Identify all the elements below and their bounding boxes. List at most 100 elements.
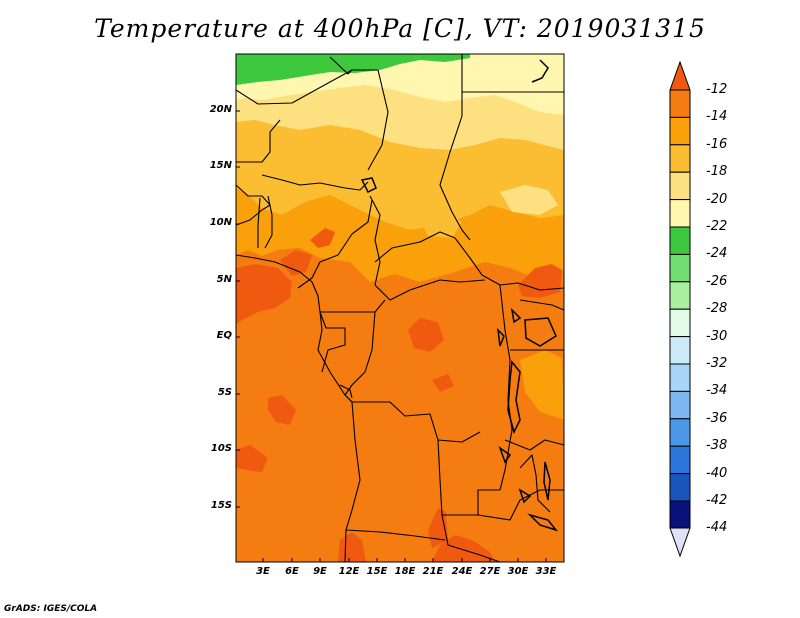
colorbar-label: -12 — [706, 82, 728, 97]
border-coastline-west — [235, 254, 361, 563]
nile-wetland — [531, 59, 549, 83]
border-car-sudan — [454, 237, 501, 286]
lake-mweru — [518, 488, 532, 504]
colorbar-segment — [669, 363, 691, 392]
field-patch-minus12-cameroon — [310, 228, 335, 248]
colorbar — [669, 60, 691, 558]
lake-kariba — [527, 513, 559, 532]
lake-tanganyika — [507, 360, 521, 435]
colorbar-label: -32 — [706, 356, 728, 371]
border-car-drc — [374, 279, 486, 301]
border-gabon — [319, 311, 346, 373]
field-patch-minus20-sudan — [500, 185, 558, 215]
colorbar-segment — [669, 473, 691, 502]
map-title: Temperature at 400hPa [C], VT: 201903131… — [94, 14, 706, 43]
lake-chad — [360, 177, 377, 194]
border-angola-namibia — [345, 529, 446, 541]
field-patch-minus12-coast — [236, 445, 268, 472]
border-algeria-niger — [235, 69, 378, 105]
border-libya-niger — [329, 56, 353, 75]
colorbar-label: -24 — [706, 246, 728, 261]
border-angola-drc — [352, 401, 481, 443]
border-congo-drc — [344, 311, 376, 396]
colorbar-segment — [669, 500, 691, 529]
colorbar-segment — [669, 418, 691, 447]
lon-label-12e: 12E — [338, 566, 360, 577]
lat-label-10s: 10S — [210, 443, 232, 454]
colorbar-segment — [669, 308, 691, 338]
colorbar-segment — [669, 226, 691, 255]
colorbar-label: -34 — [706, 383, 728, 398]
colorbar-segment — [669, 253, 691, 283]
colorbar-label: -14 — [706, 109, 728, 124]
border-mali-niger — [236, 119, 281, 163]
lon-label-15e: 15E — [366, 566, 388, 577]
axis-ticks — [236, 110, 547, 562]
colorbar-bottom-arrow — [669, 527, 691, 558]
colorbar-label: -44 — [706, 520, 728, 535]
lon-label-9e: 9E — [313, 566, 327, 577]
border-nigeria-cameroon — [297, 199, 373, 289]
colorbar-segment — [669, 116, 691, 146]
lakes — [360, 59, 559, 532]
colorbar-label: -20 — [706, 192, 728, 207]
colorbar-segment — [669, 390, 691, 420]
field-patch-minus16-east — [520, 350, 564, 420]
colorbar-segment — [669, 445, 691, 475]
border-benin-nigeria — [264, 195, 273, 249]
border-cameroon-chad — [369, 195, 381, 286]
colorbar-label: -16 — [706, 137, 728, 152]
colorbar-label: -28 — [706, 301, 728, 316]
border-cabinda — [339, 384, 353, 399]
border-tanzania-zambia — [504, 439, 565, 451]
lon-label-6e: 6E — [285, 566, 299, 577]
lon-label-30e: 30E — [507, 566, 529, 577]
lat-label-5s: 5S — [217, 387, 232, 398]
lat-label-20n: 20N — [209, 104, 232, 115]
country-borders — [235, 54, 565, 563]
colorbar-label: -40 — [706, 466, 728, 481]
colorbar-segment — [669, 281, 691, 310]
field-patch-minus12-kasai — [432, 374, 454, 392]
lake-bangweulu — [498, 446, 512, 464]
lon-label-27e: 27E — [479, 566, 501, 577]
lat-label-15n: 15N — [209, 160, 232, 171]
border-togo-benin — [257, 197, 261, 248]
border-zambia-zimbabwe — [477, 489, 564, 521]
lon-label-3e: 3E — [256, 566, 270, 577]
border-drc-mouth — [344, 394, 353, 403]
lake-victoria — [524, 317, 557, 347]
border-uganda-kenya — [519, 299, 565, 311]
border-car-chad — [374, 231, 456, 263]
grads-credit: GrADS: IGES/COLA — [4, 604, 98, 614]
field-patch-minus18-tchad — [420, 212, 462, 238]
field-patch-minus12-west — [236, 264, 292, 325]
lake-albert — [510, 307, 522, 324]
lake-kivu — [496, 327, 505, 347]
field-patch-minus12-offshore — [268, 395, 296, 425]
colorbar-label: -26 — [706, 274, 728, 289]
colorbar-label: -22 — [706, 219, 728, 234]
colorbar-segment — [669, 199, 691, 228]
colorbar-segment — [669, 89, 691, 118]
lat-label-15s: 15S — [210, 500, 232, 511]
colorbar-label: -30 — [706, 329, 728, 344]
colorbar-label: -42 — [706, 493, 728, 508]
border-mozambique-malawi — [519, 454, 551, 513]
lat-label-eq: EQ — [216, 330, 232, 341]
colorbar-label: -38 — [706, 438, 728, 453]
lon-label-21e: 21E — [422, 566, 444, 577]
colorbar-segment — [669, 336, 691, 365]
border-libya-chad — [367, 69, 389, 171]
border-chad-sudan — [439, 115, 471, 241]
colorbar-segment — [669, 144, 691, 173]
border-cameroon-congo — [320, 299, 386, 313]
lat-label-10n: 10N — [209, 217, 232, 228]
lake-malawi — [543, 461, 551, 501]
border-angola-zambia — [437, 439, 500, 516]
field-patch-minus16-chad — [382, 250, 420, 270]
temperature-field — [236, 54, 564, 562]
lon-label-33e: 33E — [535, 566, 557, 577]
colorbar-top-arrow — [669, 60, 691, 91]
